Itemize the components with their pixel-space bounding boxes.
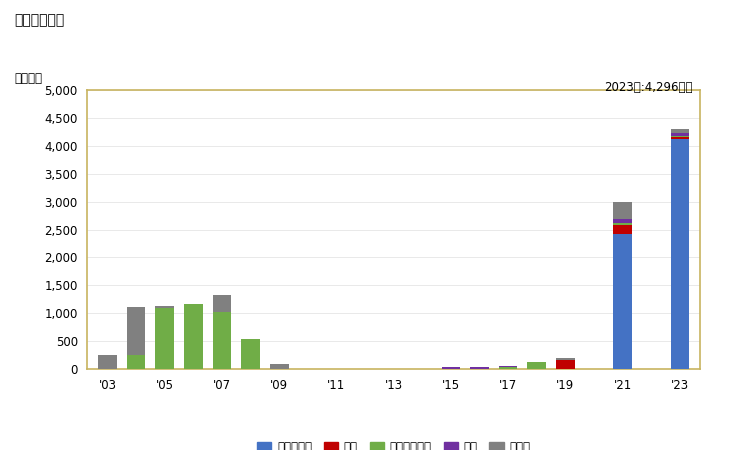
Bar [671,129,689,133]
Bar [499,366,518,367]
Bar [98,355,117,369]
Bar [127,307,145,355]
Bar [556,358,574,360]
Bar [213,312,231,369]
Bar [127,355,145,369]
Bar [155,308,174,369]
Bar [270,364,289,369]
Bar [556,360,574,369]
Bar [470,367,489,369]
Bar [528,362,546,369]
Text: 2023年:4,296トン: 2023年:4,296トン [604,81,693,94]
Bar [442,367,460,369]
Text: 単位トン: 単位トン [15,72,42,85]
Bar [613,219,632,223]
Bar [241,339,260,369]
Legend: ノルウェー, タイ, インドネシア, 台湾, その他: ノルウェー, タイ, インドネシア, 台湾, その他 [252,436,535,450]
Bar [671,133,689,136]
Bar [671,137,689,139]
Bar [613,234,632,369]
Text: 輸入量の推移: 輸入量の推移 [15,14,65,27]
Bar [155,306,174,308]
Bar [671,136,689,137]
Bar [613,225,632,234]
Bar [499,367,518,369]
Bar [184,304,203,369]
Bar [671,139,689,369]
Bar [613,223,632,225]
Bar [613,202,632,219]
Bar [213,295,231,312]
